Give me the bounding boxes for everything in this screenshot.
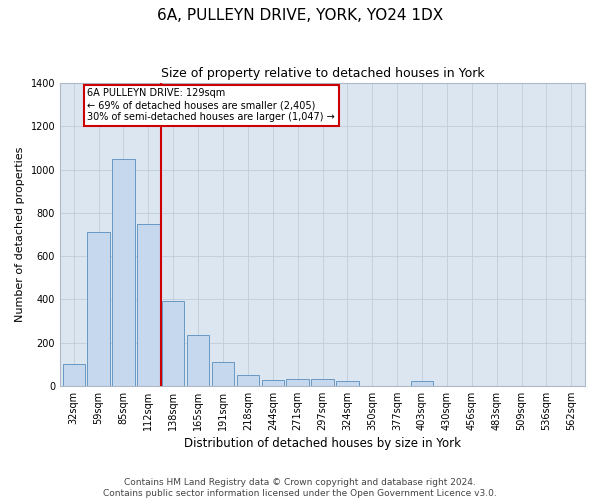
Title: Size of property relative to detached houses in York: Size of property relative to detached ho… (161, 68, 484, 80)
Text: 6A, PULLEYN DRIVE, YORK, YO24 1DX: 6A, PULLEYN DRIVE, YORK, YO24 1DX (157, 8, 443, 22)
Bar (286, 380, 309, 386)
Bar (311, 380, 334, 386)
Bar (336, 382, 359, 386)
Bar (88, 232, 110, 386)
Bar (212, 362, 234, 386)
Bar (62, 364, 85, 386)
Text: Contains HM Land Registry data © Crown copyright and database right 2024.
Contai: Contains HM Land Registry data © Crown c… (103, 478, 497, 498)
Y-axis label: Number of detached properties: Number of detached properties (15, 147, 25, 322)
Bar (411, 382, 433, 386)
Text: 6A PULLEYN DRIVE: 129sqm
← 69% of detached houses are smaller (2,405)
30% of sem: 6A PULLEYN DRIVE: 129sqm ← 69% of detach… (88, 88, 335, 122)
Bar (137, 224, 160, 386)
X-axis label: Distribution of detached houses by size in York: Distribution of detached houses by size … (184, 437, 461, 450)
Bar (236, 375, 259, 386)
Bar (112, 158, 134, 386)
Bar (162, 302, 184, 386)
Bar (187, 335, 209, 386)
Bar (262, 380, 284, 386)
